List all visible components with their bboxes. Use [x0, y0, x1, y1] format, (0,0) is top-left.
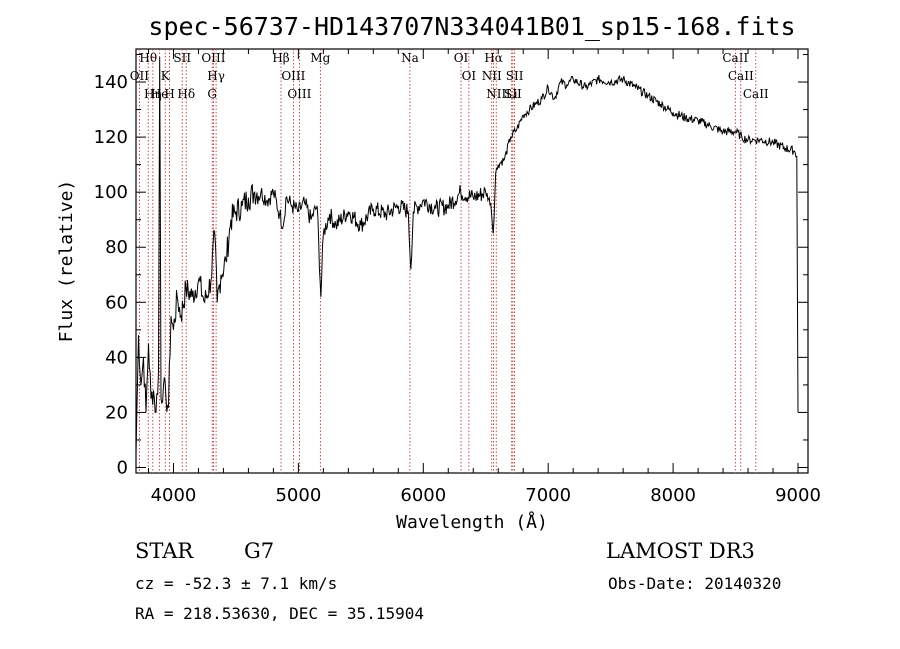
spectral-line-label: Hγ: [207, 69, 225, 83]
x-tick-label: 9000: [775, 485, 821, 506]
spectral-line-label: OIII: [281, 69, 305, 83]
spectrum-line: [135, 57, 799, 454]
x-tick-label: 4000: [151, 485, 197, 506]
y-tick-label: 0: [117, 457, 128, 478]
spectral-line-label: SII: [504, 87, 522, 101]
y-tick-label: 100: [94, 182, 128, 203]
chart-title: spec-56737-HD143707N334041B01_sp15-168.f…: [148, 12, 795, 41]
spectral-line-label: Na: [401, 51, 419, 65]
spectral-line-label: Li: [506, 87, 518, 101]
y-tick-label: 60: [105, 292, 128, 313]
x-tick-label: 5000: [275, 485, 321, 506]
spectral-line-label: Hη: [144, 87, 162, 101]
y-tick-label: 140: [94, 72, 128, 93]
spectral-subclass: G7: [244, 539, 275, 563]
x-axis-label: Wavelength (Å): [396, 511, 548, 533]
x-tick-label: 7000: [525, 485, 571, 506]
spectral-line-label: Hα: [484, 51, 503, 65]
x-tick-label: 6000: [400, 485, 446, 506]
plot-frame: [135, 48, 809, 474]
spectral-line-label: OI: [454, 51, 469, 65]
observation-date: Obs-Date: 20140320: [608, 574, 782, 593]
spectral-line-label: OIII: [287, 87, 311, 101]
spectral-line-label: NII: [482, 69, 502, 83]
spectral-line-label: SII: [506, 69, 524, 83]
spectral-line-label: OII: [130, 69, 150, 83]
spectral-line-label: Hδ: [177, 87, 195, 101]
spectral-line-label: CaII: [743, 87, 769, 101]
y-axis-label: Flux (relative): [56, 180, 77, 343]
spectral-line-label: CaII: [722, 51, 748, 65]
object-type: STAR: [135, 539, 194, 563]
spectral-line-label: Hθ: [139, 51, 157, 65]
spectral-line-label: G: [207, 87, 217, 101]
spectral-line-label: CaII: [728, 69, 754, 83]
spectral-line-label: Hβ: [272, 51, 289, 65]
spectral-line-label: NII: [486, 87, 506, 101]
spectral-line-label: OIII: [201, 51, 225, 65]
spectral-line-label: OI: [462, 69, 477, 83]
spectral-line-label: K: [161, 69, 171, 83]
spectral-line-label: SII: [173, 51, 191, 65]
y-tick-label: 20: [105, 402, 128, 423]
y-tick-label: 40: [105, 347, 128, 368]
survey-name: LAMOST DR3: [606, 539, 755, 563]
coordinates: RA = 218.53630, DEC = 35.15904: [135, 604, 424, 623]
x-tick-label: 8000: [650, 485, 696, 506]
spectral-line-label: Mg: [310, 51, 330, 65]
y-tick-label: 80: [105, 237, 128, 258]
axis-ticks: 4000 5000 6000 7000 8000 9000 0 20 40 60 80 100 120 1…: [94, 49, 821, 506]
spectral-line-label: H: [164, 87, 174, 101]
y-tick-label: 120: [94, 127, 128, 148]
redshift-value: cz = -52.3 ± 7.1 km/s: [135, 574, 338, 593]
